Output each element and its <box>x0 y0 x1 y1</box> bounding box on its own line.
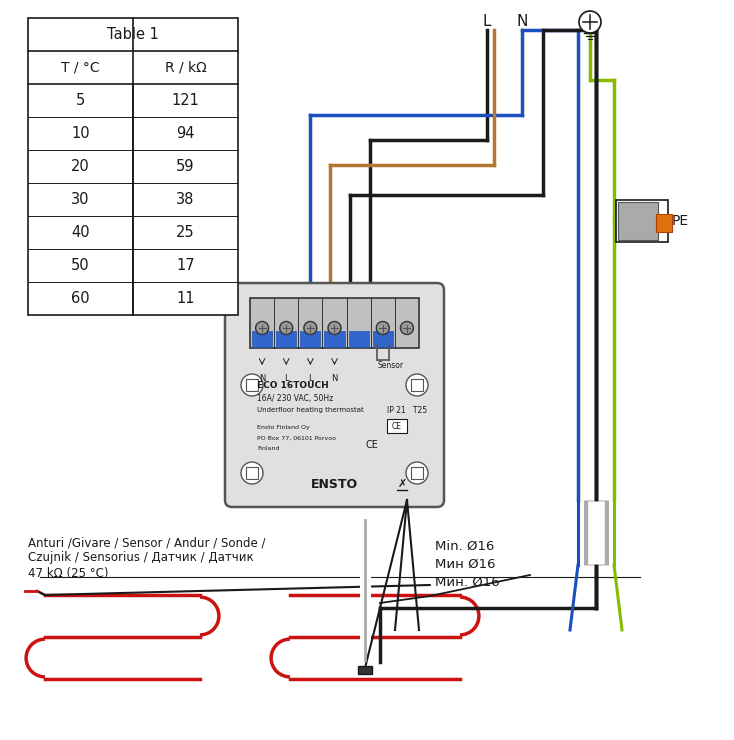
Text: 16A/ 230 VAC, 50Hz: 16A/ 230 VAC, 50Hz <box>257 394 333 403</box>
FancyBboxPatch shape <box>225 283 444 507</box>
Text: IP 21   T25: IP 21 T25 <box>387 406 427 414</box>
Circle shape <box>401 321 413 334</box>
Bar <box>618 202 658 240</box>
Text: 59: 59 <box>176 159 195 174</box>
Bar <box>616 200 668 242</box>
Text: Czujnik / Sensorius / Датчик / Датчик: Czujnik / Sensorius / Датчик / Датчик <box>28 551 254 565</box>
Circle shape <box>241 374 263 396</box>
Circle shape <box>280 321 293 334</box>
Bar <box>349 331 368 347</box>
Bar <box>411 467 423 479</box>
Text: Finland: Finland <box>257 445 280 451</box>
Circle shape <box>241 462 263 484</box>
Bar <box>656 214 672 232</box>
Text: 47 kΩ (25 °C): 47 kΩ (25 °C) <box>28 567 109 579</box>
Text: 60: 60 <box>71 291 90 306</box>
Bar <box>300 331 321 347</box>
Text: 25: 25 <box>176 225 195 240</box>
Text: Мин Ø16: Мин Ø16 <box>435 557 495 571</box>
Text: 40: 40 <box>71 225 90 240</box>
Circle shape <box>304 321 317 334</box>
Text: 10: 10 <box>71 126 90 141</box>
Text: PO Box 77, 06101 Porvoo: PO Box 77, 06101 Porvoo <box>257 436 336 440</box>
Circle shape <box>406 374 428 396</box>
Text: Мин. Ø16: Мин. Ø16 <box>435 576 500 588</box>
Text: N: N <box>516 14 528 29</box>
Text: L: L <box>308 374 313 383</box>
Bar <box>387 419 407 433</box>
Text: 38: 38 <box>176 192 195 207</box>
Text: 20: 20 <box>71 159 90 174</box>
Text: Sensor: Sensor <box>378 360 404 369</box>
Text: 11: 11 <box>176 291 195 306</box>
Text: Min. Ø16: Min. Ø16 <box>435 539 495 553</box>
Bar <box>411 379 423 391</box>
Text: CE: CE <box>392 422 402 431</box>
Text: N: N <box>259 374 265 383</box>
Text: L: L <box>483 14 491 29</box>
Bar <box>250 298 419 348</box>
Text: ✗: ✗ <box>397 479 407 489</box>
Text: Anturi /Givare / Sensor / Andur / Sonde /: Anturi /Givare / Sensor / Andur / Sonde … <box>28 536 266 550</box>
Text: R / kΩ: R / kΩ <box>164 61 206 75</box>
Bar <box>246 379 258 391</box>
Bar <box>252 331 272 347</box>
Text: 50: 50 <box>71 258 90 273</box>
Bar <box>373 331 393 347</box>
Circle shape <box>579 11 601 33</box>
Bar <box>28 18 238 315</box>
Bar <box>324 331 344 347</box>
Text: 5: 5 <box>76 93 85 108</box>
Text: Ensto Finland Oy: Ensto Finland Oy <box>257 425 310 429</box>
Text: PE: PE <box>672 214 689 228</box>
Text: 94: 94 <box>176 126 195 141</box>
Text: 121: 121 <box>172 93 200 108</box>
Text: L: L <box>284 374 288 383</box>
Text: Underfloor heating thermostat: Underfloor heating thermostat <box>257 407 364 413</box>
Text: T / °C: T / °C <box>61 61 100 75</box>
Circle shape <box>328 321 341 334</box>
Circle shape <box>406 462 428 484</box>
Bar <box>246 467 258 479</box>
Text: N: N <box>331 374 338 383</box>
Text: ENSTO: ENSTO <box>311 477 358 491</box>
Circle shape <box>255 321 269 334</box>
Circle shape <box>377 321 389 334</box>
Text: 30: 30 <box>71 192 90 207</box>
Bar <box>276 331 297 347</box>
Bar <box>358 666 372 674</box>
Text: 17: 17 <box>176 258 195 273</box>
Text: Table 1: Table 1 <box>107 27 159 42</box>
Text: CЕ: CЕ <box>366 440 379 450</box>
Text: ECO 16TOUCH: ECO 16TOUCH <box>257 380 329 389</box>
